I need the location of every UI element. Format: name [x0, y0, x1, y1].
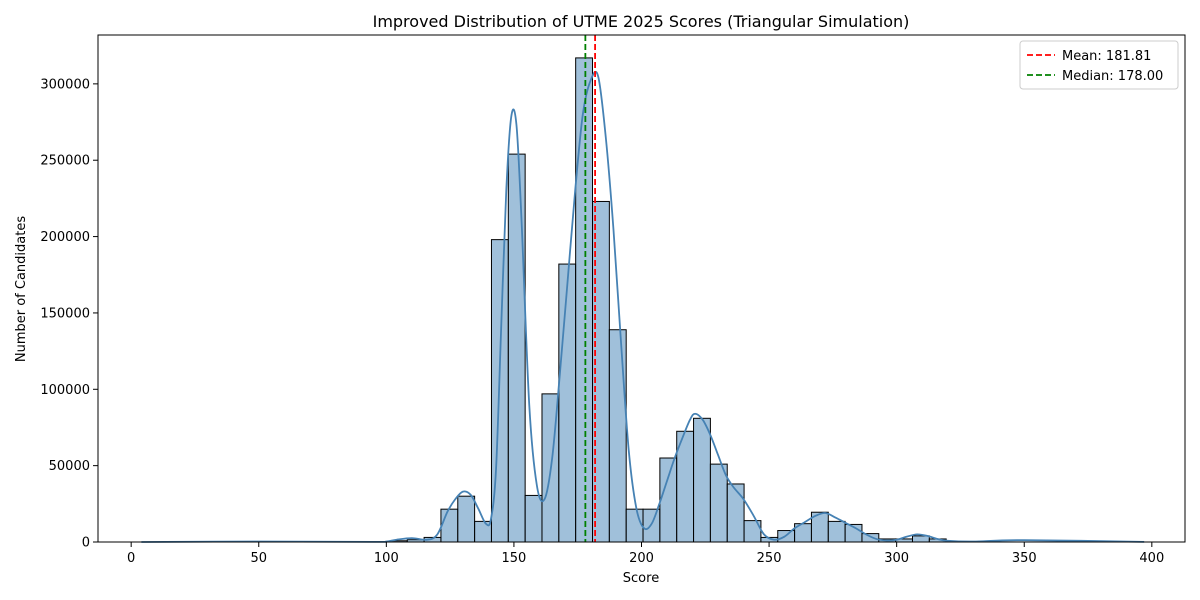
- histogram-bar: [625, 508, 644, 543]
- legend: Mean: 181.81 Median: 178.00: [1019, 40, 1179, 90]
- x-tick-label: 350: [1012, 551, 1037, 566]
- x-tick-label: 250: [757, 551, 782, 566]
- histogram-bar: [608, 329, 627, 543]
- chart-title: Improved Distribution of UTME 2025 Score…: [373, 12, 910, 31]
- histogram-bar: [693, 417, 711, 543]
- legend-box: [1019, 40, 1179, 90]
- legend-mean-label: Mean: 181.81: [1062, 49, 1151, 64]
- histogram-bar: [440, 508, 459, 543]
- x-tick-label: 300: [884, 551, 909, 566]
- histogram-bar: [558, 263, 577, 543]
- y-tick-label: 150000: [40, 306, 90, 321]
- y-tick-label: 300000: [40, 77, 90, 92]
- x-axis-ticks: 0 50 100 150 200 250 300 350 400: [127, 542, 1164, 566]
- y-tick-label: 50000: [49, 459, 90, 474]
- y-axis-ticks: 0 50000 100000 150000 200000 250000 300000: [40, 77, 98, 551]
- histogram-bar: [911, 535, 930, 543]
- histogram-bar: [726, 483, 745, 543]
- histogram-bar: [524, 494, 543, 543]
- kde-curve: [141, 70, 1145, 543]
- x-tick-label: 50: [250, 551, 267, 566]
- y-tick-label: 0: [82, 536, 90, 551]
- histogram-bar: [861, 533, 880, 543]
- histogram-bar: [507, 153, 526, 543]
- x-tick-label: 100: [374, 551, 399, 566]
- y-axis-title: Number of Candidates: [14, 216, 29, 362]
- histogram-bar: [575, 57, 594, 543]
- x-tick-label: 200: [629, 551, 654, 566]
- y-tick-label: 200000: [40, 230, 90, 245]
- x-tick-label: 0: [127, 551, 135, 566]
- x-tick-label: 150: [502, 551, 527, 566]
- x-tick-label: 400: [1139, 551, 1164, 566]
- kde-curve-group: [141, 70, 1145, 543]
- y-tick-label: 250000: [40, 154, 90, 169]
- x-axis-title: Score: [623, 571, 659, 586]
- y-tick-label: 100000: [40, 383, 90, 398]
- histogram-bar: [709, 463, 728, 543]
- histogram-bar: [659, 457, 678, 543]
- histogram-bar: [827, 520, 846, 543]
- histogram-bar: [457, 495, 476, 543]
- reference-lines: [584, 35, 596, 542]
- legend-median-label: Median: 178.00: [1062, 69, 1163, 84]
